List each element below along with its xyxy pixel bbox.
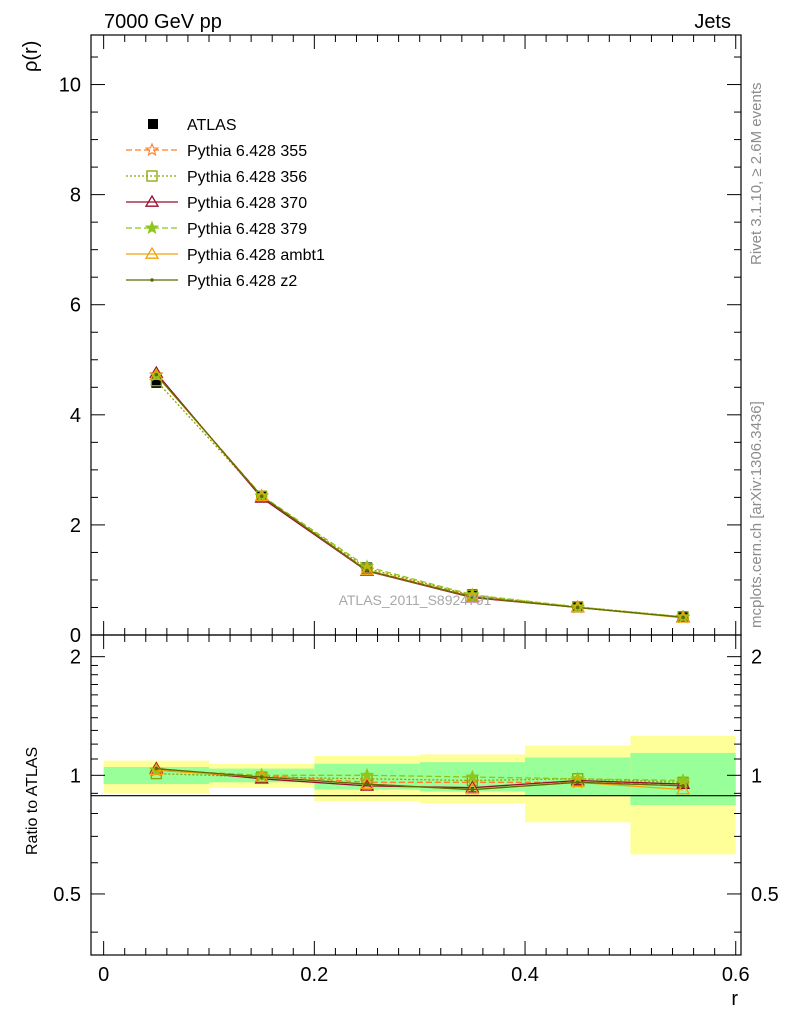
legend-label-pythia-6-428-355: Pythia 6.428 355 [187, 143, 307, 160]
legend-marker-pythia-6-428-z2 [150, 278, 154, 282]
legend-label-pythia-6-428-356: Pythia 6.428 356 [187, 169, 307, 186]
ratio-line-pythia-6-428-z2 [156, 767, 684, 791]
series-point-pythia-6-428-ambt1 [570, 600, 585, 613]
legend-label-pythia-6-428-379: Pythia 6.428 379 [187, 221, 307, 238]
ratio-point-pythia-6-428-370 [465, 780, 480, 793]
analysis-watermark: ATLAS_2011_S8924791 [339, 592, 492, 608]
ratio-uncertainty-bands [103, 735, 736, 855]
main-y-tick-label: 6 [70, 295, 81, 317]
ratio-y-tick-label: 2 [70, 647, 81, 669]
main-series-lines [155, 372, 684, 619]
series-line-pythia-6-428-z2 [155, 374, 684, 619]
ratio-y-tick-label-right: 1 [751, 765, 762, 787]
series-line-pythia-6-428-ambt1 [155, 374, 684, 619]
series-line-pythia-6-428-355 [155, 374, 684, 619]
rivet-label: Rivet 3.1.10, ≥ 2.6M events [748, 83, 765, 266]
ratio-y-tick-label-right: 0.5 [751, 884, 779, 906]
legend-marker-pythia-6-428-355 [144, 142, 160, 157]
process-label: 7000 GeV pp [104, 11, 222, 33]
main-y-tick-label: 0 [70, 625, 81, 647]
series-point-pythia-6-428-z2 [365, 568, 369, 573]
ratio-point-pythia-6-428-ambt1 [359, 776, 375, 789]
series-line-pythia-6-428-370 [155, 372, 684, 619]
legend-marker-atlas [148, 119, 158, 129]
ratio-point-pythia-6-428-370 [359, 778, 375, 791]
ratio-y-axis-label: Ratio to ATLAS [24, 747, 41, 855]
legend-label-pythia-6-428-ambt1: Pythia 6.428 ambt1 [187, 247, 325, 264]
series-point-pythia-6-428-ambt1 [465, 589, 480, 602]
ratio-point-pythia-6-428-z2 [470, 787, 475, 792]
ratio-frame [90, 634, 742, 956]
series-point-pythia-6-428-ambt1 [359, 563, 375, 576]
ratio-plot-panel: 0.5 0.5 1 1 2 2 0 0.2 0.4 0.6 Ratio to ATLAS r [24, 634, 779, 1010]
ratio-y-tick-label: 0.5 [53, 884, 81, 906]
legend-label-pythia-6-428-370: Pythia 6.428 370 [187, 195, 307, 212]
ratio-point-pythia-6-428-z2 [154, 766, 159, 771]
legend: ATLAS Pythia 6.428 355 Pythia 6.428 356 Pyt… [126, 117, 325, 290]
legend-label-atlas: ATLAS [187, 117, 237, 134]
series-line-pythia-6-428-379 [155, 374, 684, 618]
ratio-y-tick-label: 1 [70, 765, 81, 787]
main-series-markers [149, 365, 691, 624]
main-y-tick-label: 2 [70, 515, 81, 537]
main-axis-ticks: 0 2 4 6 8 10 [59, 35, 741, 647]
main-y-tick-label: 4 [70, 405, 81, 427]
ratio-point-pythia-6-428-z2 [259, 775, 264, 779]
ratio-point-pythia-6-428-ambt1 [675, 782, 691, 795]
ratio-point-pythia-6-428-379 [465, 769, 480, 784]
ratio-axis-ticks: 0.5 0.5 1 1 2 2 0 0.2 0.4 0.6 [53, 635, 779, 986]
x-tick-label: 0 [98, 964, 109, 986]
x-tick-label: 0.4 [511, 964, 539, 986]
legend-marker-pythia-6-428-356 [146, 170, 158, 182]
legend-marker-pythia-6-428-ambt1 [144, 246, 160, 259]
ratio-point-pythia-6-428-ambt1 [570, 775, 585, 788]
series-point-pythia-6-428-ambt1 [254, 489, 269, 502]
legend-marker-pythia-6-428-370 [144, 194, 160, 207]
mcplots-label: mcplots.cern.ch [arXiv:1306.3436] [748, 401, 765, 628]
series-point-pythia-6-428-z2 [259, 494, 264, 499]
series-point-pythia-6-428-ambt1 [149, 367, 164, 381]
series-point-pythia-6-428-z2 [154, 372, 159, 377]
ratio-point-pythia-6-428-z2 [681, 784, 685, 788]
ratio-y-tick-label-right: 2 [751, 647, 762, 669]
category-label: Jets [694, 11, 731, 33]
ratio-line-pythia-6-428-355 [156, 769, 684, 785]
legend-label-pythia-6-428-z2: Pythia 6.428 z2 [187, 273, 297, 290]
x-tick-label: 0.6 [722, 964, 750, 986]
series-point-pythia-6-428-355 [359, 562, 375, 577]
ratio-point-pythia-6-428-z2 [365, 782, 369, 786]
ratio-series-lines [149, 761, 691, 795]
legend-marker-pythia-6-428-379 [144, 220, 160, 235]
x-axis-label: r [731, 988, 738, 1010]
main-y-axis-label: ρ(r) [20, 41, 42, 72]
series-point-pythia-6-428-z2 [681, 615, 685, 620]
main-y-tick-label: 8 [70, 185, 81, 207]
main-plot-panel: ρ(r) 0 2 4 6 8 10 ATLAS_2011_S8924791 ATLAS Py… [20, 34, 742, 647]
series-point-pythia-6-428-z2 [470, 595, 475, 599]
main-y-tick-label: 10 [59, 75, 81, 97]
ratio-point-pythia-6-428-ambt1 [465, 782, 480, 795]
ratio-line-pythia-6-428-379 [156, 769, 684, 782]
series-point-pythia-6-428-z2 [575, 605, 580, 610]
x-tick-label: 0.2 [300, 964, 328, 986]
series-point-pythia-6-428-ambt1 [675, 610, 691, 623]
series-line-pythia-6-428-356 [155, 380, 684, 618]
ratio-point-pythia-6-428-z2 [575, 780, 580, 785]
data-point-atlas [151, 377, 162, 388]
